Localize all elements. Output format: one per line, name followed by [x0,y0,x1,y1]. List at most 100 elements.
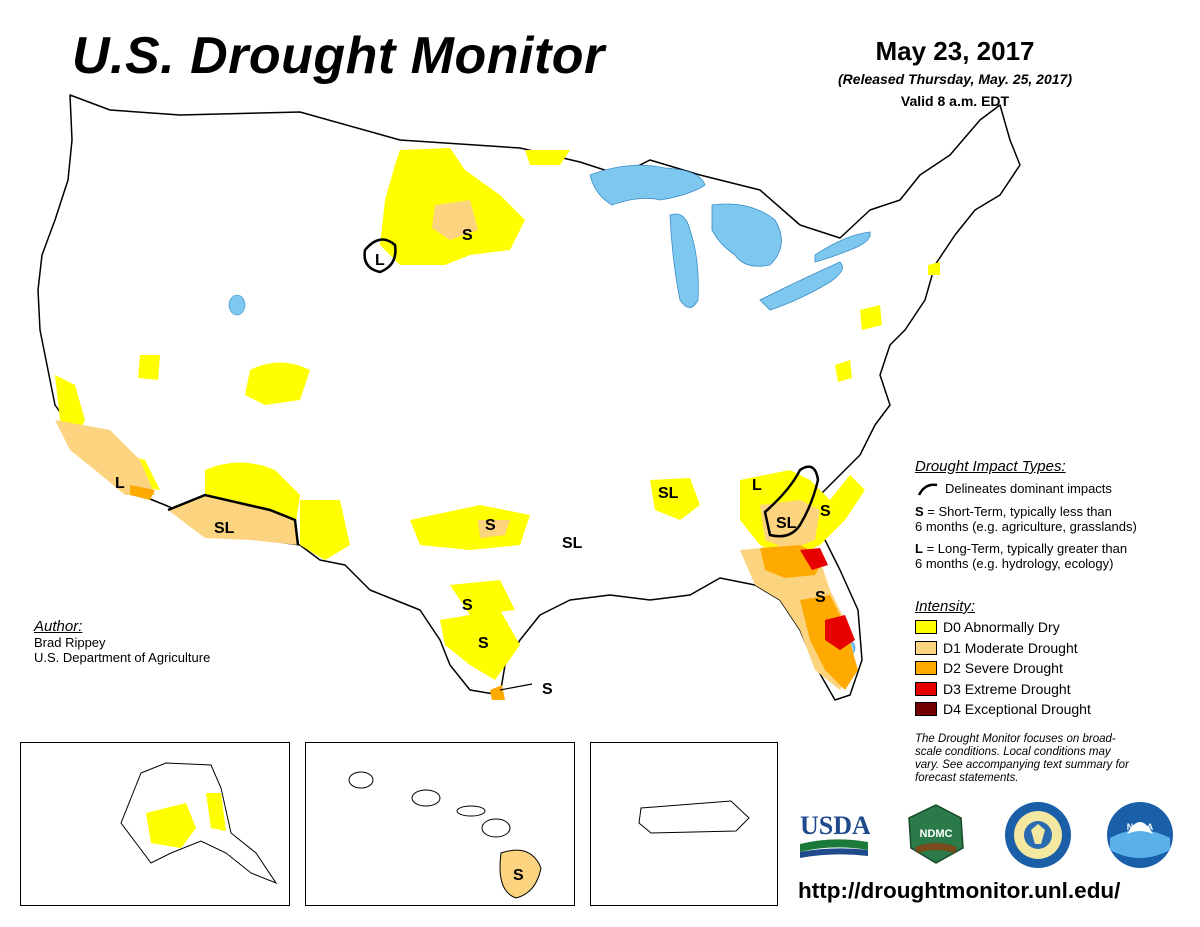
usda-logo-graphic: USDA [800,811,871,858]
impact-label-l-georgia: L [752,477,762,494]
disclaimer-line-4: forecast statements. [915,772,1019,784]
intensity-label-d4: D4 Exceptional Drought [943,701,1091,718]
d0-nevada [138,355,160,380]
impact-delineates-row: Delineates dominant impacts [915,481,1195,497]
impact-legend-header: Drought Impact Types: [915,458,1066,475]
texas-label-pointer [499,683,533,691]
alaska-inset [20,742,290,906]
intensity-swatch-d1 [915,640,937,655]
intensity-legend: Intensity: D0 Abnormally Dry D1 Moderate… [915,598,1091,720]
d2-calif [130,485,155,500]
conus-outline [37,94,1021,701]
great-salt-lake [228,294,246,316]
d1-texas [478,520,510,538]
d0-penn [860,305,882,330]
d0-texas-north [410,505,530,550]
hawaii-inset: S [305,742,575,906]
impact-delineates-text: Delineates dominant impacts [945,481,1112,496]
impact-label-sl-mississippi: SL [658,485,679,502]
hawaii-map: S [348,771,542,899]
impact-boundary-georgia [763,465,820,538]
intensity-row-d3: D3 Extreme Drought [915,679,1091,700]
disclaimer-line-3: vary. See accompanying text summary for [915,759,1129,771]
alaska-d0 [146,803,196,848]
disclaimer-line-1: The Drought Monitor focuses on broad- [915,733,1116,745]
intensity-row-d2: D2 Severe Drought [915,658,1091,679]
impact-label-s-florida: S [815,589,826,606]
d1-arizona-sl [168,495,298,545]
hawaii-kauai [348,771,374,789]
date-block: May 23, 2017 (Released Thursday, May. 25… [790,36,1120,109]
intensity-row-d1: D1 Moderate Drought [915,638,1091,659]
impact-legend: Drought Impact Types: Delineates dominan… [915,458,1195,571]
d1-dakotas [432,200,478,240]
release-date: (Released Thursday, May. 25, 2017) [838,71,1072,87]
d0-nm [300,500,350,560]
hawaii-big-island [499,849,542,899]
usda-logo-text: USDA [800,811,870,840]
d3-florida [825,615,855,650]
impact-label-sl-arizona: SL [214,520,235,537]
disclaimer-line-2: scale conditions. Local conditions may [915,746,1111,758]
ndmc-logo: NDMC [905,803,967,870]
author-header: Author: [34,618,83,635]
source-url[interactable]: http://droughtmonitor.unl.edu/ [798,878,1121,903]
impact-label-sl-arkansas: SL [562,535,583,552]
impact-label-s-texas-north: S [485,517,496,534]
impact-label-s-carolina: S [820,503,831,520]
impact-label-sl-georgia: SL [776,515,797,532]
impact-type-s: S = Short-Term, typically less than 6 mo… [915,504,1195,534]
usda-logo: USDA [798,808,871,860]
author-name: Brad Rippey [34,635,106,650]
d0-nd-northeast [525,150,570,165]
lake-ontario [814,231,871,263]
d2-texas-tip [490,685,505,700]
intensity-label-d0: D0 Abnormally Dry [943,619,1060,636]
impact-type-l-text-1: = Long-Term, typically greater than [922,541,1128,556]
lake-huron [711,203,782,267]
intensity-swatch-d3 [915,681,937,696]
impact-boundaries [167,238,820,546]
impact-type-s-text-2: 6 months (e.g. agriculture, grasslands) [915,519,1137,534]
hawaii-molokai [456,805,486,817]
intensity-row-d0: D0 Abnormally Dry [915,617,1091,638]
disclaimer-note: The Drought Monitor focuses on broad- sc… [915,733,1185,785]
intensity-label-d2: D2 Severe Drought [943,660,1063,677]
hawaii-oahu [411,789,441,807]
intensity-swatch-d2 [915,661,937,676]
d1-ga-carolinas [760,500,820,550]
impact-type-l-text-2: 6 months (e.g. hydrology, ecology) [915,556,1114,571]
alaska-outline [120,762,278,885]
impact-type-l-symbol: L [915,541,923,556]
d0-texas-central [450,580,515,615]
doc-seal-graphic [1005,802,1071,868]
intensity-label-d3: D3 Extreme Drought [943,680,1071,697]
impact-type-l: L = Long-Term, typically greater than 6 … [915,541,1195,571]
ndmc-logo-graphic: NDMC [908,804,964,864]
impact-labels: L S L SL S SL S S S SL L SL S S [115,227,831,698]
intensity-swatch-d0 [915,620,937,635]
d0-texas-south [440,610,520,680]
lake-michigan [669,213,699,308]
puerto-rico-outline [638,800,750,834]
d3-georgia [800,548,828,570]
noaa-logo: NOAA [1105,800,1175,875]
d3-areas [800,548,855,650]
impact-type-s-text-1: = Short-Term, typically less than [923,504,1112,519]
hawaii-maui [481,818,511,838]
impact-label-s-hawaii: S [513,867,524,884]
doc-seal-logo [1003,800,1073,875]
intensity-row-d4: D4 Exceptional Drought [915,699,1091,720]
impact-label-s-texas-south: S [478,635,489,652]
lake-erie [759,261,843,311]
d0-calif-coast [55,375,85,440]
noaa-logo-text: NOAA [1127,822,1154,832]
puerto-rico-map [638,800,750,834]
intensity-legend-header: Intensity: [915,598,976,615]
lake-superior [589,164,706,206]
alaska-d0-east [206,793,226,831]
boundary-line-icon [917,483,938,496]
intensity-swatch-d4 [915,702,937,717]
valid-time: Valid 8 a.m. EDT [900,93,1010,109]
